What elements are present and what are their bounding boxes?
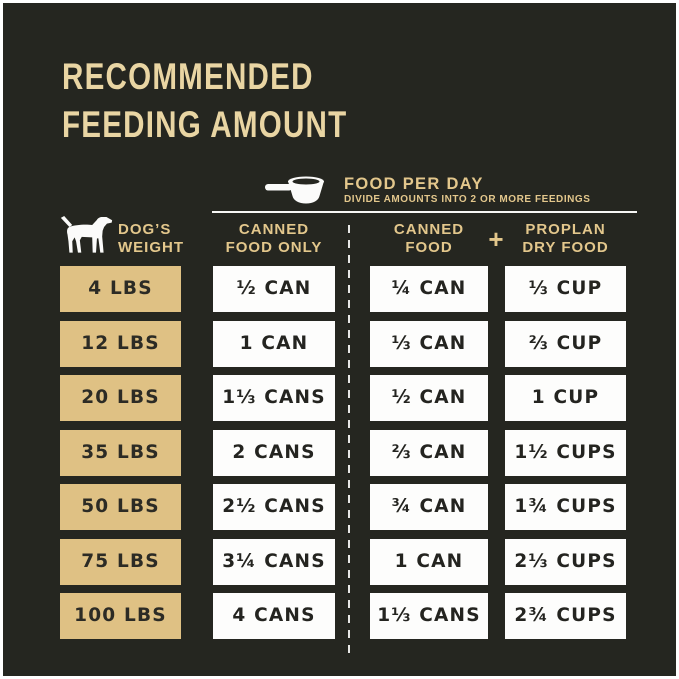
header-proplan-dry-food-line1: PROPLAN [525, 221, 606, 238]
weight-cell: 12 LBS [60, 320, 181, 367]
table-row: 75 LBS 3¼ CANS 1 CAN 2⅓ CUPS [3, 538, 676, 585]
weight-cell: 20 LBS [60, 375, 181, 421]
weight-cell: 75 LBS [60, 538, 181, 585]
canned-cell: ½ CAN [370, 375, 488, 421]
page-title-line1: RECOMMENDED [62, 56, 314, 97]
canned-only-cell: 3¼ CANS [213, 538, 335, 585]
table-row: 12 LBS 1 CAN ⅓ CAN ⅔ CUP [3, 320, 676, 367]
weight-cell: 4 LBS [60, 266, 181, 312]
canned-cell: ⅓ CAN [370, 320, 488, 367]
dry-food-cell: 1½ CUPS [505, 429, 626, 476]
table-row: 35 LBS 2 CANS ⅔ CAN 1½ CUPS [3, 429, 676, 476]
canned-only-cell: 2 CANS [213, 429, 335, 476]
canned-cell: ¾ CAN [370, 484, 488, 530]
canned-only-cell: 1⅓ CANS [213, 375, 335, 421]
table-row: 100 LBS 4 CANS 1⅓ CANS 2¾ CUPS [3, 593, 676, 639]
weight-cell: 35 LBS [60, 429, 181, 476]
canned-cell: 1 CAN [370, 538, 488, 585]
canned-cell: 1⅓ CANS [370, 593, 488, 639]
header-dogs-weight-line2: WEIGHT [118, 238, 184, 256]
header-canned-food-line1: CANNED [393, 221, 465, 238]
canned-cell: ¼ CAN [370, 266, 488, 312]
table-row: 4 LBS ½ CAN ¼ CAN ⅓ CUP [3, 266, 676, 312]
header-canned-food: CANNED FOOD [370, 221, 488, 256]
table-row: 20 LBS 1⅓ CANS ½ CAN 1 CUP [3, 375, 676, 421]
weight-cell: 50 LBS [60, 484, 181, 530]
dry-food-cell: 2¾ CUPS [505, 593, 626, 639]
header-dogs-weight-line1: DOG’S [118, 221, 172, 238]
header-proplan-dry-food: PROPLAN DRY FOOD [505, 221, 626, 256]
measuring-cup-icon [265, 176, 324, 204]
header-canned-food-only-line1: CANNED [238, 221, 310, 238]
food-per-day-title: FOOD PER DAY [344, 175, 484, 193]
header-canned-food-only-line2: FOOD ONLY [225, 238, 323, 256]
plus-sign: + [488, 224, 504, 254]
page-title: RECOMMENDED FEEDING AMOUNT [62, 53, 347, 149]
dry-food-cell: ⅓ CUP [505, 266, 626, 312]
canned-only-cell: 1 CAN [213, 320, 335, 367]
dry-food-cell: 1 CUP [505, 375, 626, 421]
page-title-line2: FEEDING AMOUNT [62, 104, 348, 145]
feeding-chart-panel: RECOMMENDED FEEDING AMOUNT FOOD PER DAY … [3, 3, 676, 676]
header-divider-line [212, 211, 637, 213]
dry-food-cell: ⅔ CUP [505, 320, 626, 367]
header-canned-food-line2: FOOD [405, 238, 453, 256]
canned-only-cell: 4 CANS [213, 593, 335, 639]
column-divider-dashed-line [348, 225, 350, 653]
dry-food-cell: 2⅓ CUPS [505, 538, 626, 585]
table-row: 50 LBS 2½ CANS ¾ CAN 1¾ CUPS [3, 484, 676, 530]
dry-food-cell: 1¾ CUPS [505, 484, 626, 530]
weight-cell: 100 LBS [60, 593, 181, 639]
header-proplan-dry-food-line2: DRY FOOD [522, 238, 609, 256]
canned-only-cell: ½ CAN [213, 266, 335, 312]
header-dogs-weight: DOG’S WEIGHT [118, 221, 184, 256]
canned-cell: ⅔ CAN [370, 429, 488, 476]
dog-icon [60, 216, 113, 253]
canned-only-cell: 2½ CANS [213, 484, 335, 530]
food-per-day-subtitle: DIVIDE AMOUNTS INTO 2 OR MORE FEEDINGS [344, 194, 591, 205]
header-canned-food-only: CANNED FOOD ONLY [213, 221, 335, 256]
